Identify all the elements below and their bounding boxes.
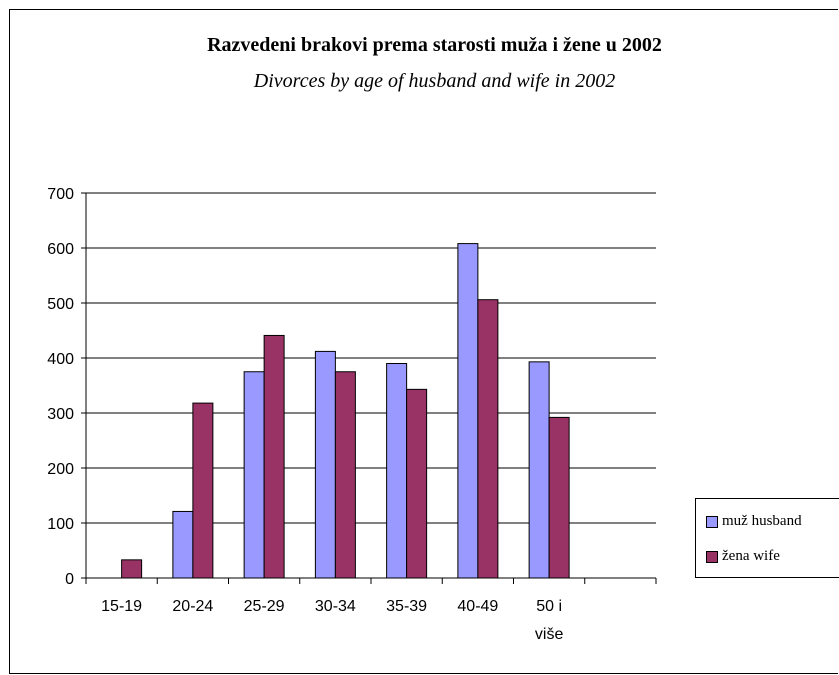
- plot-background: [86, 193, 656, 578]
- y-tick-label-400: 400: [47, 351, 74, 368]
- y-tick-label-100: 100: [47, 516, 74, 533]
- x-tick-label-6: 50 i više: [535, 598, 564, 643]
- bar-husband-1: [172, 510, 194, 579]
- x-tick-label-1: 20-24: [172, 598, 213, 615]
- legend-swatch-wife: [706, 550, 718, 563]
- y-tick-label-200: 200: [47, 461, 74, 478]
- legend-label-husband: muž husband: [722, 513, 802, 530]
- x-tick-label-2: 25-29: [244, 598, 285, 615]
- legend: muž husband žena wife: [695, 498, 839, 578]
- y-tick-label-500: 500: [47, 296, 74, 313]
- chart-title: Razvedeni brakovi prema starosti muža i …: [207, 34, 662, 56]
- y-tick-label-700: 700: [47, 186, 74, 203]
- chart-subtitle: Divorces by age of husband and wife in 2…: [253, 70, 616, 92]
- bar-husband-2: [243, 371, 265, 579]
- bar-wife-5: [477, 299, 499, 579]
- bar-wife-1: [192, 402, 214, 579]
- y-tick-label-0: 0: [65, 571, 74, 588]
- x-tick-label-3: 30-34: [315, 598, 356, 615]
- bar-wife-6: [548, 416, 570, 579]
- bar-wife-4: [406, 388, 428, 579]
- bar-husband-5: [457, 243, 479, 579]
- legend-label-wife: žena wife: [722, 548, 780, 565]
- y-tick-label-600: 600: [47, 241, 74, 258]
- x-tick-label-0: 15-19: [101, 598, 142, 615]
- bar-husband-3: [314, 350, 336, 579]
- bar-wife-2: [263, 334, 285, 579]
- bar-husband-4: [386, 363, 408, 579]
- x-tick-label-4: 35-39: [386, 598, 427, 615]
- x-tick-label-5: 40-49: [457, 598, 498, 615]
- legend-entry-wife: žena wife: [706, 548, 780, 565]
- legend-entry-husband: muž husband: [706, 513, 802, 530]
- legend-swatch-husband: [706, 515, 718, 528]
- y-tick-label-300: 300: [47, 406, 74, 423]
- bar-wife-3: [334, 371, 356, 579]
- bar-wife-0: [121, 559, 143, 579]
- bar-husband-6: [528, 361, 550, 579]
